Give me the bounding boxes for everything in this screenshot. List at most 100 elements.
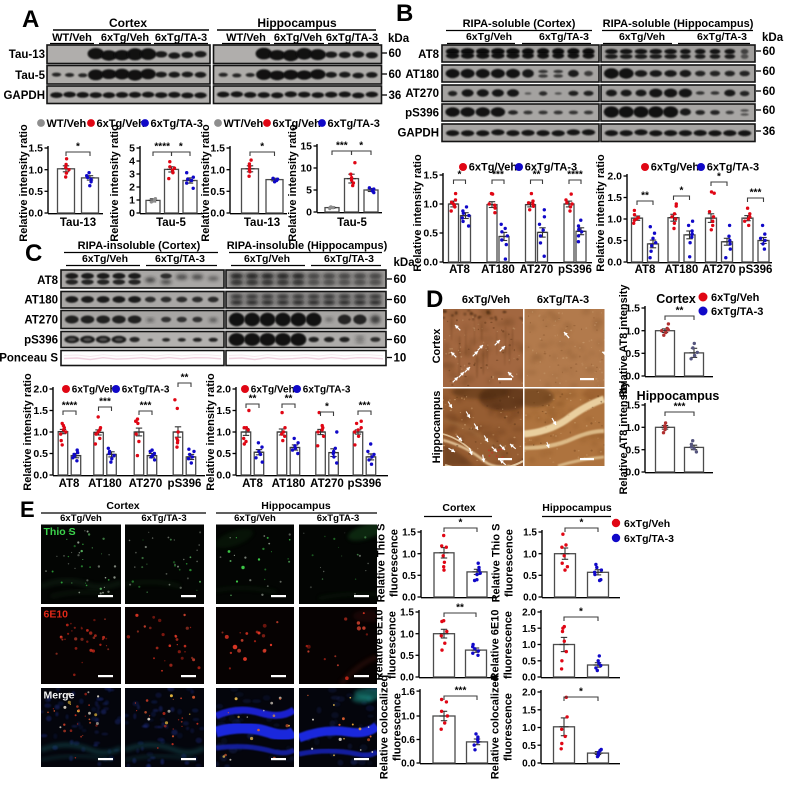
svg-text:***: *** [99,397,111,408]
svg-text:****: **** [567,170,583,181]
svg-text:2.0: 2.0 [33,384,48,396]
svg-text:Relative AT8 intensity: Relative AT8 intensity [618,381,630,495]
svg-text:6xTg/TA-3: 6xTg/TA-3 [141,513,186,524]
svg-text:*: * [579,687,583,698]
svg-text:Relative 6E10: Relative 6E10 [374,610,386,681]
svg-text:pS396: pS396 [405,108,439,120]
svg-text:Relative AT8 intensity: Relative AT8 intensity [618,284,630,398]
svg-text:6xTg/TA-3: 6xTg/TA-3 [711,306,763,318]
svg-text:6xTg/Veh: 6xTg/Veh [651,162,700,174]
svg-text:AT180: AT180 [405,69,439,81]
svg-text:pS396: pS396 [739,264,773,276]
svg-text:1.0: 1.0 [28,164,43,176]
svg-text:1.5: 1.5 [402,528,416,539]
svg-text:AT270: AT270 [405,88,439,100]
svg-text:AT270: AT270 [129,478,163,490]
svg-text:0.6: 0.6 [401,735,415,746]
svg-text:WT/Veh: WT/Veh [47,118,87,130]
svg-text:1.0: 1.0 [522,723,536,734]
svg-text:Relative intensity ratio: Relative intensity ratio [109,124,121,242]
svg-text:60: 60 [389,48,402,60]
svg-text:*: * [359,141,363,152]
svg-text:0.0: 0.0 [402,593,416,604]
svg-text:Tau-5: Tau-5 [337,217,367,229]
svg-text:1.0: 1.0 [210,164,225,176]
svg-text:6xTg/TA-3: 6xTg/TA-3 [624,533,674,545]
svg-text:36: 36 [389,90,402,102]
svg-text:GAPDH: GAPDH [3,90,45,102]
svg-text:0.5: 0.5 [210,186,225,198]
svg-text:0.0: 0.0 [625,467,640,479]
svg-text:kDa: kDa [762,32,784,44]
svg-text:***: *** [455,686,467,697]
svg-text:60: 60 [763,105,776,117]
svg-text:0.5: 0.5 [625,444,640,456]
svg-text:0.5: 0.5 [28,186,43,198]
svg-text:6xTg/TA-3: 6xTg/TA-3 [539,31,589,43]
svg-text:AT8: AT8 [37,275,58,287]
svg-text:**: ** [285,394,293,405]
svg-text:36: 36 [763,126,776,138]
svg-text:AT270: AT270 [24,315,58,327]
svg-text:6xTg/Veh: 6xTg/Veh [462,294,511,306]
svg-text:fluorescence: fluorescence [387,611,399,679]
svg-text:**: ** [249,394,257,405]
svg-text:6xTg/Veh: 6xTg/Veh [469,162,518,174]
svg-text:0.0: 0.0 [210,208,225,220]
svg-text:6xTg/Veh: 6xTg/Veh [60,513,102,524]
svg-text:0.0: 0.0 [625,371,640,383]
svg-text:Ponceau S: Ponceau S [0,353,58,365]
svg-text:6E10: 6E10 [44,609,69,621]
svg-text:1.0: 1.0 [625,325,640,337]
svg-text:0.5: 0.5 [625,348,640,360]
svg-text:AT180: AT180 [481,264,515,276]
svg-text:AT8: AT8 [418,49,439,61]
svg-text:60: 60 [394,274,407,286]
svg-text:6xTg/TA-3: 6xTg/TA-3 [326,32,378,44]
svg-text:Relative colocalized: Relative colocalized [379,675,391,780]
svg-text:fluorescence: fluorescence [503,611,515,679]
svg-text:****: **** [62,401,78,412]
svg-text:1.5: 1.5 [400,608,414,619]
svg-text:6xTg/TA-3: 6xTg/TA-3 [151,118,203,130]
svg-text:10: 10 [394,353,407,365]
svg-text:GAPDH: GAPDH [397,128,439,140]
svg-text:C: C [25,240,42,267]
svg-text:AT270: AT270 [310,478,344,490]
svg-text:Cortex: Cortex [656,292,696,306]
svg-text:0.5: 0.5 [607,235,622,247]
svg-text:1.5: 1.5 [423,170,438,182]
svg-text:pS396: pS396 [24,335,58,347]
svg-text:Hippocampus: Hippocampus [542,502,612,514]
svg-text:AT270: AT270 [702,264,736,276]
svg-text:D: D [426,286,443,313]
svg-text:0.5: 0.5 [33,448,48,460]
svg-text:Tau-13: Tau-13 [9,49,45,61]
svg-text:0.5: 0.5 [523,571,537,582]
svg-text:*: * [76,142,80,153]
svg-text:*: * [179,142,183,153]
svg-text:AT180: AT180 [272,478,306,490]
svg-text:*: * [579,607,583,618]
svg-text:2.0: 2.0 [522,608,536,619]
svg-text:Cortex: Cortex [106,500,139,512]
svg-text:6xTg/TA-3: 6xTg/TA-3 [328,118,380,130]
svg-text:*: * [580,518,584,529]
svg-text:1.0: 1.0 [216,427,231,439]
svg-text:6xTg/TA-3: 6xTg/TA-3 [697,31,747,43]
svg-text:0: 0 [306,207,312,219]
svg-text:Relative intensity ratio: Relative intensity ratio [200,124,212,242]
svg-text:0.0: 0.0 [522,673,536,684]
svg-text:2.0: 2.0 [607,171,622,183]
svg-text:0.0: 0.0 [522,759,536,770]
svg-text:***: *** [336,141,348,152]
svg-text:Relative intensity ratio: Relative intensity ratio [595,154,607,272]
svg-text:60: 60 [394,315,407,327]
svg-text:RIPA-insoluble (Cortex): RIPA-insoluble (Cortex) [78,240,201,252]
svg-text:0.5: 0.5 [216,448,231,460]
svg-text:10: 10 [300,163,312,175]
svg-text:Hippocampus: Hippocampus [637,389,720,403]
svg-text:1.0: 1.0 [607,214,622,226]
svg-text:6xTg/Veh: 6xTg/Veh [244,253,290,265]
svg-text:60: 60 [763,66,776,78]
